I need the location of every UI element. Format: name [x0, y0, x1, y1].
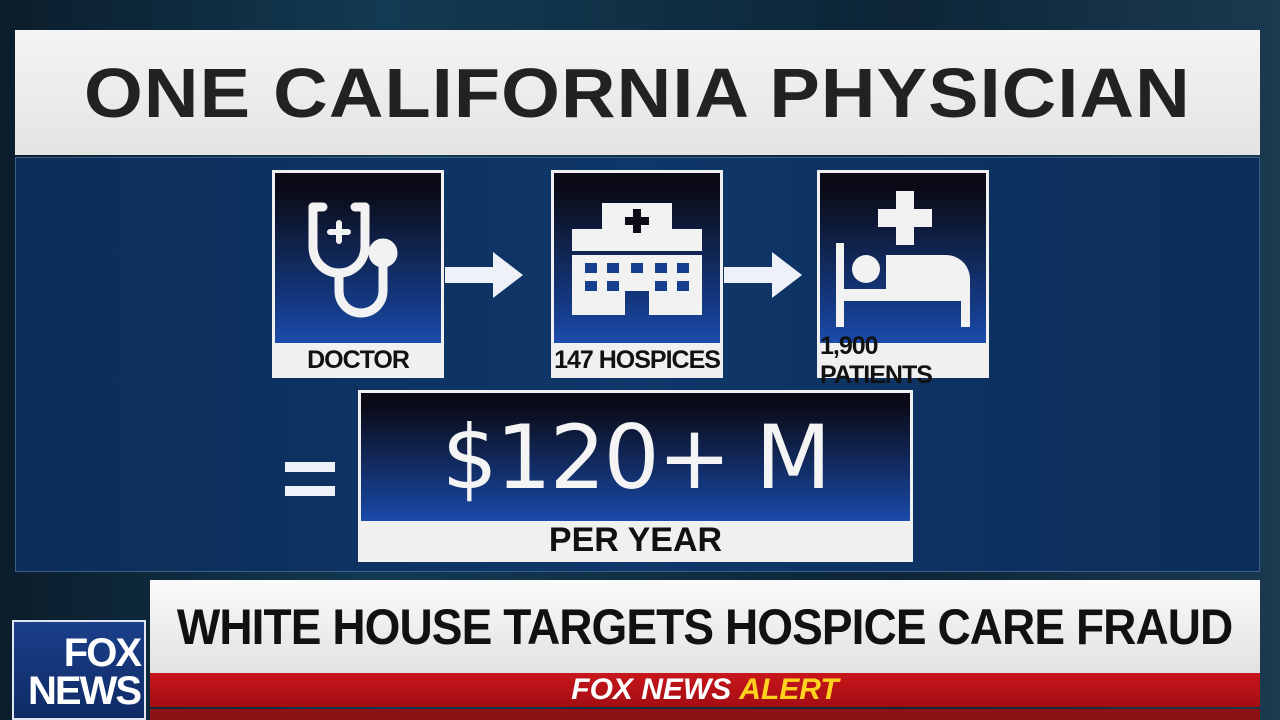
headline: WHITE HOUSE TARGETS HOSPICE CARE FRAUD: [177, 598, 1233, 655]
hospital-bed-icon: [836, 191, 970, 327]
fox-news-alert-bar: FOX NEWS ALERT: [150, 673, 1260, 707]
total-period: PER YEAR: [548, 520, 723, 559]
arrow-right-icon: [724, 252, 802, 298]
logo-line1: FOX: [63, 631, 142, 675]
doctor-card: DOCTOR: [272, 170, 444, 378]
hospital-icon: [572, 203, 702, 315]
hospices-card: 147 HOSPICES: [551, 170, 723, 378]
patients-card: 1,900 PATIENTS: [817, 170, 989, 389]
step-label: 147 HOSPICES: [554, 346, 721, 374]
total-box: $120+ M PER YEAR: [358, 390, 913, 562]
alert-brand: FOX NEWS: [571, 673, 732, 706]
equals-sign: =: [285, 462, 335, 496]
graphic-title: ONE CALIFORNIA PHYSICIAN: [84, 53, 1191, 132]
logo-line2: NEWS: [28, 669, 142, 713]
arrow-right-icon: [445, 252, 523, 298]
graphic-title-bar: ONE CALIFORNIA PHYSICIAN: [15, 30, 1260, 155]
total-value: $120+ M: [361, 393, 910, 521]
stethoscope-icon: [308, 202, 398, 318]
ticker-strip: [150, 709, 1260, 720]
step-label: DOCTOR: [307, 346, 410, 374]
step-label: 1,900 PATIENTS: [820, 331, 933, 389]
lower-third-headline-bar: WHITE HOUSE TARGETS HOSPICE CARE FRAUD: [150, 580, 1260, 673]
fox-news-logo: FOX NEWS: [12, 620, 146, 720]
alert-word: ALERT: [739, 673, 839, 706]
